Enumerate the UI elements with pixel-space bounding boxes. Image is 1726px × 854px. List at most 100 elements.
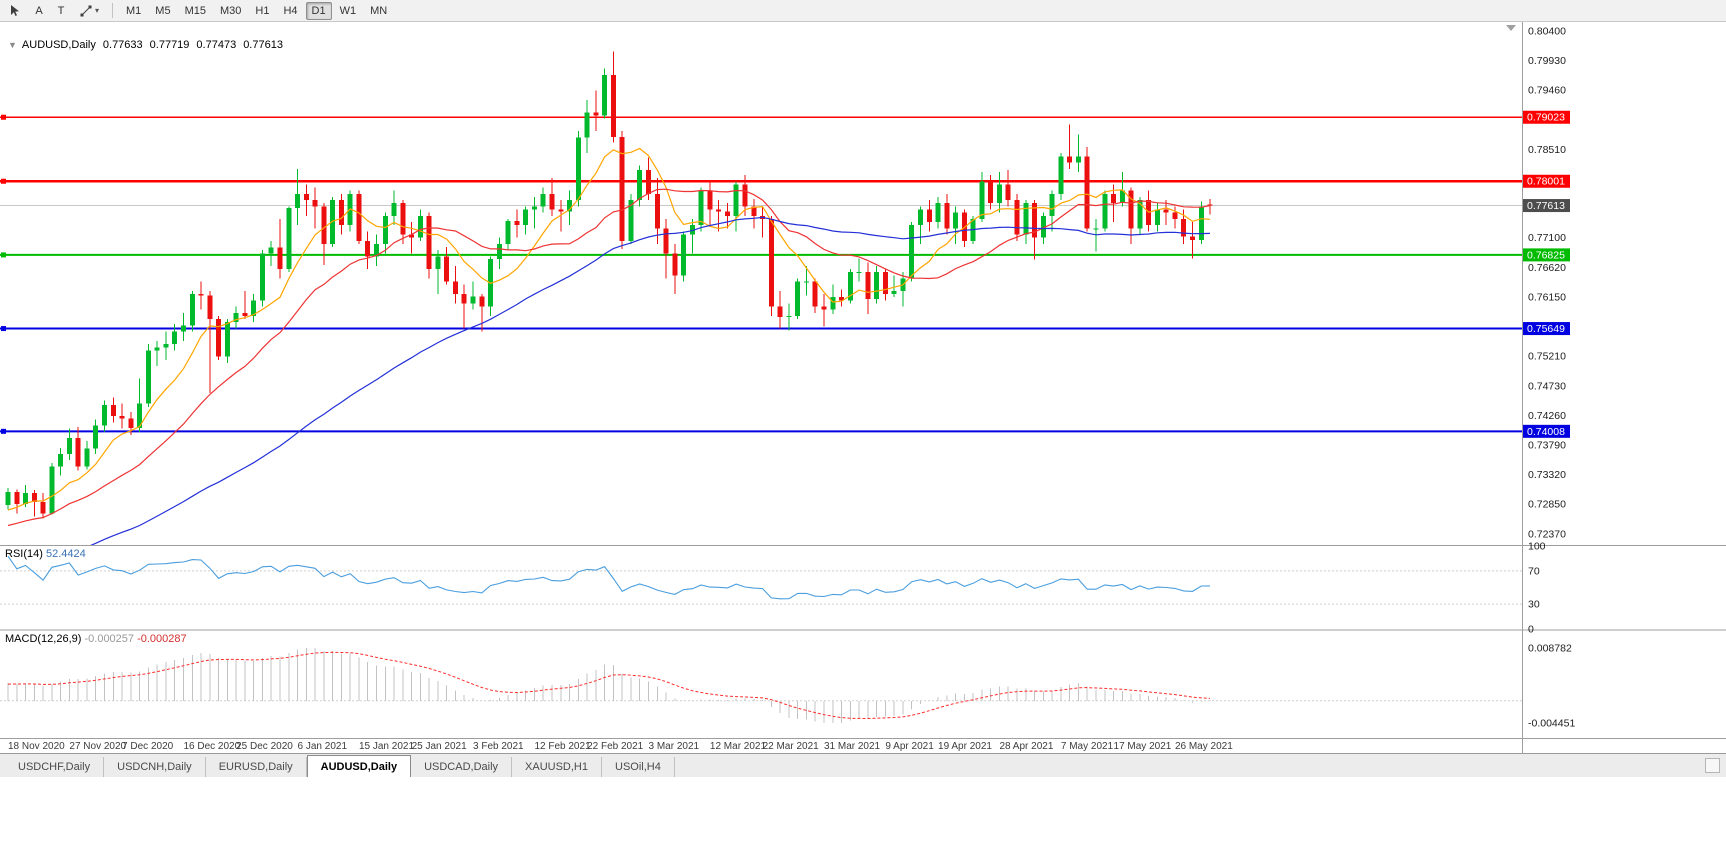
tab-xauusd-h1[interactable]: XAUUSD,H1 [512,757,602,777]
price-axis[interactable]: 0.804000.799300.794600.789800.785100.780… [1523,26,1570,541]
level-anchor [1,114,6,120]
level-anchor [1,178,6,184]
macd-histogram [7,648,1211,723]
candlesticks [5,51,1213,519]
timeframe-m30[interactable]: M30 [219,4,242,17]
level-anchor [1,326,6,332]
date-label: 27 Nov 2020 [69,741,126,752]
timeframe-d1[interactable]: D1 [305,1,332,20]
macd-signal-line [7,651,1211,720]
trendline-tool-button[interactable]: ▾ [73,2,105,20]
price-tag: 0.75649 [1523,322,1570,336]
ohlc-high: 0.77719 [149,39,190,51]
tab-usoil-h4[interactable]: USOil,H4 [602,757,675,777]
rsi-axis-label: 70 [1528,565,1540,577]
macd-main-value: -0.000257 [84,633,135,645]
rsi-axis-label: 30 [1528,599,1540,611]
price-tick: 0.73790 [1528,439,1566,451]
date-label: 22 Feb 2021 [587,741,644,752]
cursor-icon [11,5,19,16]
price-tag: 0.79023 [1523,110,1570,124]
date-label: 19 Apr 2021 [938,741,992,752]
price-tick: 0.74260 [1528,410,1566,422]
rsi-line [7,555,1211,600]
ma-fast-line [7,147,1211,511]
macd-name: MACD(12,26,9) [5,633,82,645]
label-tool-button[interactable]: T [57,4,65,17]
tabbar-menu-button[interactable] [1705,758,1720,773]
macd-axis-min: -0.004451 [1528,718,1575,730]
tab-audusd-daily[interactable]: AUDUSD,Daily [306,755,412,778]
level-anchor [1,428,6,434]
date-label: 16 Dec 2020 [183,741,240,752]
tab-usdcad-daily[interactable]: USDCAD,Daily [411,757,513,777]
cursor-tool-button[interactable] [3,2,27,20]
tab-usdchf-daily[interactable]: USDCHF,Daily [5,757,105,777]
ohlc-close: 0.77613 [243,39,283,51]
date-label: 25 Dec 2020 [236,741,293,752]
price-tag: 0.76825 [1523,248,1570,262]
one-click-trading-arrow[interactable]: ▼ [8,40,17,50]
macd-axis-max: 0.008782 [1528,643,1572,655]
svg-text:0.75649: 0.75649 [1527,323,1565,335]
price-chart-svg[interactable]: 0.804000.799300.794600.789800.785100.780… [0,22,1726,753]
tab-eurusd-daily[interactable]: EURUSD,Daily [206,757,307,777]
date-label: 18 Nov 2020 [8,741,65,752]
timeframe-h1[interactable]: H1 [255,4,270,17]
price-tick: 0.79930 [1528,55,1566,67]
symbol-text: AUDUSD,Daily [21,39,96,51]
rsi-axis-label: 100 [1528,541,1546,553]
ohlc-low: 0.77473 [196,39,237,51]
chart-shift-marker[interactable] [1506,25,1516,31]
date-label: 7 May 2021 [1061,741,1114,752]
ma-slow-line [90,216,1211,545]
price-tick: 0.80400 [1528,26,1566,38]
toolbar-separator [112,3,114,18]
rsi-label: RSI(14) 52.4424 [5,548,86,560]
timeframe-m5[interactable]: M5 [155,4,171,17]
date-label: 7 Dec 2020 [122,741,174,752]
chevron-down-icon: ▾ [95,6,100,15]
price-tick: 0.77100 [1528,232,1566,244]
price-tick: 0.76620 [1528,262,1566,274]
date-label: 26 May 2021 [1175,741,1233,752]
chart-tabbar: USDCHF,Daily USDCNH,Daily EURUSD,Daily A… [0,753,1726,778]
svg-text:0.74008: 0.74008 [1527,426,1565,438]
timeframe-m15[interactable]: M15 [184,4,206,17]
ma-mid-line [7,188,1211,527]
svg-text:0.76825: 0.76825 [1527,249,1565,261]
date-label: 12 Feb 2021 [534,741,591,752]
svg-text:0.78001: 0.78001 [1527,176,1565,188]
price-tick: 0.72370 [1528,528,1566,540]
macd-signal-value: -0.000287 [137,633,187,645]
text-tool-button[interactable]: A [35,4,43,17]
date-label: 12 Mar 2021 [710,741,767,752]
tab-usdcnh-daily[interactable]: USDCNH,Daily [104,757,206,777]
chart-area[interactable]: 0.804000.799300.794600.789800.785100.780… [0,22,1726,753]
level-anchor [1,252,6,258]
date-label: 28 Apr 2021 [999,741,1053,752]
trendline-icon [80,5,92,16]
bottom-empty-area [0,777,1726,854]
date-label: 25 Jan 2021 [412,741,467,752]
date-label: 3 Mar 2021 [649,741,700,752]
price-tick: 0.72850 [1528,498,1566,510]
price-tick: 0.79460 [1528,84,1566,96]
date-label: 22 Mar 2021 [763,741,820,752]
timeframe-h4[interactable]: H4 [283,4,298,17]
price-tick: 0.73320 [1528,469,1566,481]
price-tag: 0.74008 [1523,424,1570,438]
rsi-value: 52.4424 [45,548,86,560]
timeframe-m1[interactable]: M1 [126,4,142,17]
level-lines[interactable] [0,114,1522,434]
price-tag: 0.77613 [1523,199,1570,213]
timeframe-w1[interactable]: W1 [339,4,357,17]
ohlc-open: 0.77633 [102,39,143,51]
svg-text:0.79023: 0.79023 [1527,112,1565,124]
date-label: 3 Feb 2021 [473,741,524,752]
price-tick: 0.74730 [1528,381,1566,393]
rsi-axis-label: 0 [1528,624,1534,636]
timeframe-mn[interactable]: MN [370,4,388,17]
svg-text:0.77613: 0.77613 [1527,200,1565,212]
